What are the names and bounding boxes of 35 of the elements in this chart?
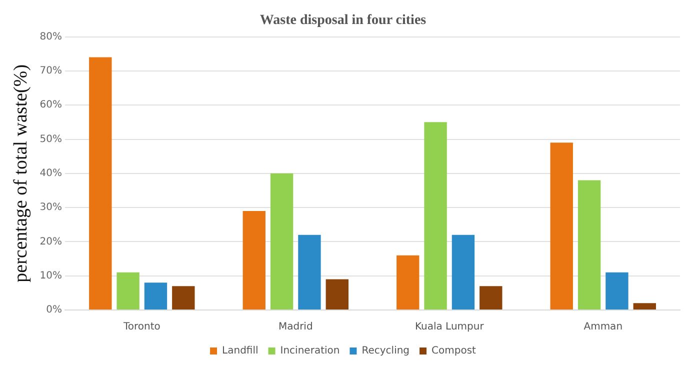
x-tick-label: Toronto	[122, 322, 160, 333]
legend-label: Recycling	[362, 346, 410, 357]
bar	[298, 234, 321, 310]
bar	[633, 303, 656, 310]
bar	[242, 210, 266, 310]
y-axis-title: percentage of total waste(%)	[10, 64, 32, 282]
y-tick-label: 0%	[46, 304, 62, 316]
bar	[270, 173, 294, 310]
y-tick-label: 20%	[40, 236, 62, 248]
bar	[550, 142, 573, 310]
legend-label: Incineration	[280, 346, 340, 357]
x-tick-label: Amman	[584, 322, 623, 333]
x-tick-label: Kuala Lumpur	[414, 322, 485, 333]
bar	[116, 272, 140, 310]
bar	[326, 279, 348, 310]
bar	[606, 272, 628, 310]
y-tick-label: 40%	[40, 168, 62, 179]
y-tick-label: 70%	[40, 66, 62, 77]
bar	[396, 255, 420, 310]
y-tick-label: 10%	[40, 270, 62, 282]
bar	[452, 234, 475, 310]
x-tick-label: Madrid	[278, 322, 313, 333]
y-tick-label: 30%	[40, 202, 62, 214]
chart-title: Waste disposal in four cities	[260, 13, 427, 28]
bar	[144, 282, 168, 310]
bar	[424, 122, 447, 310]
legend-label: Compost	[432, 346, 476, 357]
y-tick-label: 60%	[40, 100, 62, 111]
y-tick-label: 80%	[40, 31, 62, 42]
bar	[172, 286, 195, 310]
bar	[480, 286, 502, 310]
bar	[89, 57, 112, 310]
legend-label: Landfill	[222, 346, 258, 357]
y-tick-label: 50%	[40, 134, 62, 145]
bar	[578, 180, 601, 310]
